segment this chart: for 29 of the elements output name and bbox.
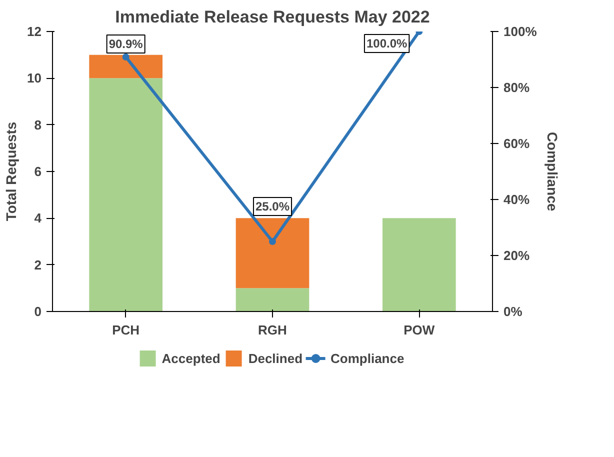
y-tick-label: 2 <box>34 257 42 272</box>
y2-tick-label: 80% <box>504 80 530 95</box>
data-label: 25.0% <box>255 200 290 214</box>
chart-title: Immediate Release Requests May 2022 <box>115 8 430 26</box>
y2-tick-label: 0% <box>504 304 523 319</box>
bar <box>382 218 456 312</box>
data-label: 100.0% <box>366 36 408 50</box>
y-tick-label: 0 <box>34 304 42 319</box>
y-tick-label: 10 <box>27 70 42 86</box>
legend-label: Compliance <box>330 350 404 366</box>
y-tick-label: 6 <box>34 164 42 179</box>
y-tick-label: 12 <box>27 24 42 39</box>
x-tick-label: RGH <box>258 322 287 338</box>
y2-tick-label: 100% <box>504 24 538 39</box>
x-tick-label: PCH <box>112 322 140 338</box>
bar <box>236 218 310 288</box>
bar <box>89 78 162 312</box>
legend-label: Declined <box>248 350 303 366</box>
x-tick-label: POW <box>404 322 436 338</box>
legend-label: Accepted <box>162 350 220 366</box>
y-axis-title: Total Requests <box>3 122 20 222</box>
y2-axis-title: Compliance <box>544 132 561 212</box>
y2-tick-label: 20% <box>504 248 530 263</box>
y-tick-label: 4 <box>34 210 42 226</box>
y-tick-label: 8 <box>34 117 42 132</box>
y2-tick-label: 60% <box>504 136 530 151</box>
y2-tick-label: 40% <box>504 192 530 207</box>
data-label: 90.9% <box>108 36 144 51</box>
bar <box>236 288 310 312</box>
